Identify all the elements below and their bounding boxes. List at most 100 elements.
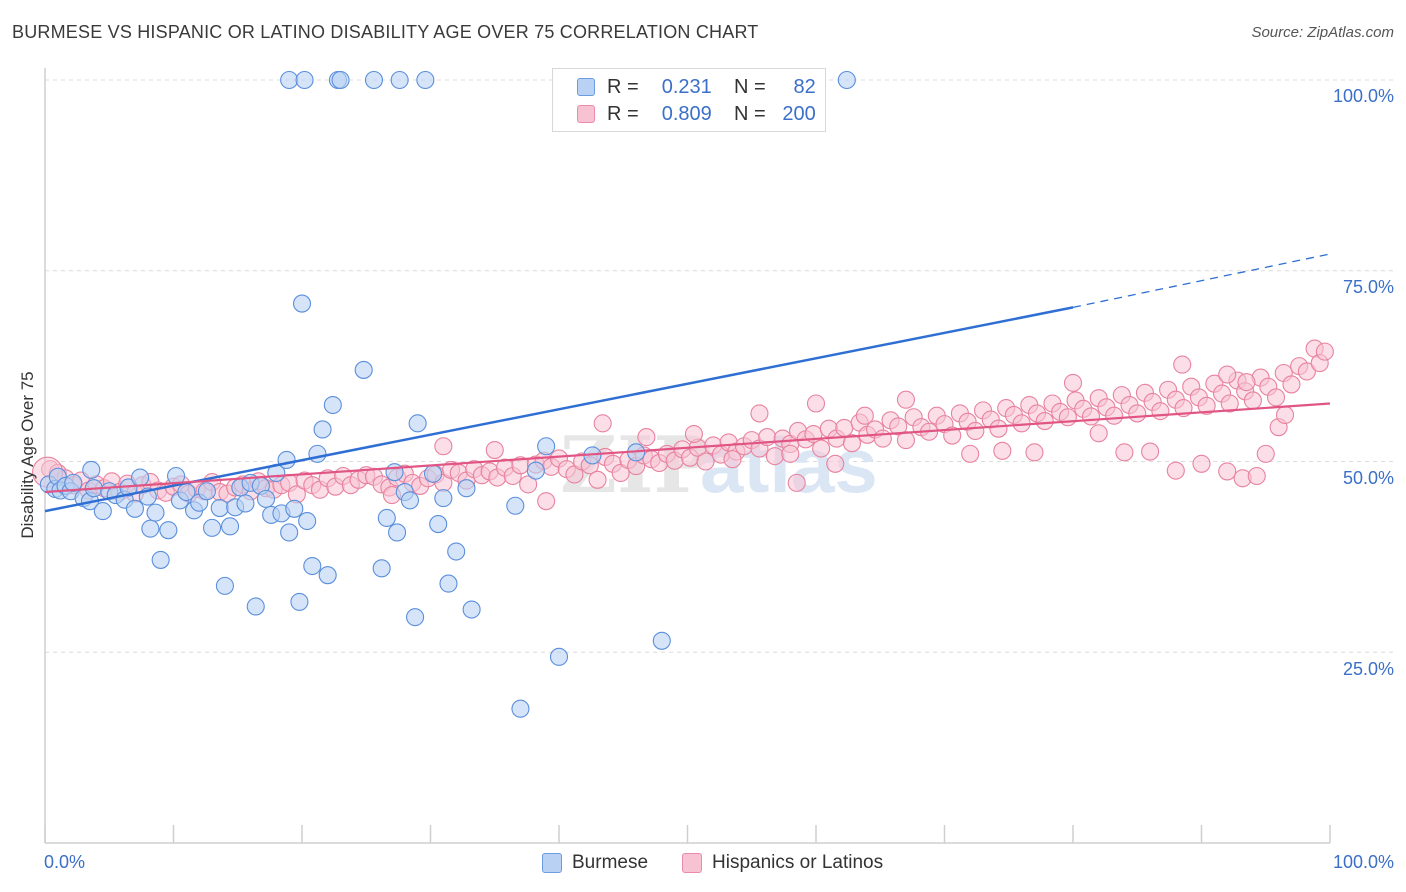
n-value: 82: [793, 75, 816, 98]
data-point-hispanics: [1089, 424, 1108, 443]
trend-line-burmese: [44, 306, 1074, 513]
data-point-burmese: [385, 463, 404, 482]
data-point-burmese: [298, 511, 317, 531]
data-point-hispanics: [1237, 373, 1256, 392]
data-point-burmese: [215, 576, 234, 595]
data-point-burmese: [354, 360, 373, 379]
trend-lines: [44, 253, 1331, 513]
data-point-hispanics: [1256, 444, 1275, 463]
n-label: N =: [734, 102, 766, 125]
data-point-burmese: [159, 521, 178, 540]
chart-title: BURMESE VS HISPANIC OR LATINO DISABILITY…: [12, 22, 759, 42]
data-point-hispanics: [1315, 342, 1334, 361]
data-point-burmese: [377, 508, 396, 528]
data-point-burmese: [457, 479, 476, 498]
data-point-burmese: [400, 491, 419, 510]
data-point-burmese: [506, 496, 525, 515]
data-point-hispanics: [485, 441, 504, 460]
data-point-burmese: [285, 499, 304, 518]
data-point-burmese: [439, 574, 458, 593]
data-point-burmese: [151, 550, 170, 569]
data-point-hispanics: [1243, 391, 1262, 410]
data-point-hispanics: [434, 437, 453, 456]
data-point-burmese: [318, 566, 337, 585]
data-point-burmese: [837, 70, 856, 90]
data-point-burmese: [652, 631, 671, 650]
data-point-hispanics: [1035, 412, 1054, 431]
data-point-burmese: [277, 450, 296, 470]
data-point-burmese: [131, 468, 150, 487]
data-point-hispanics: [806, 394, 826, 413]
data-point-hispanics: [537, 492, 556, 511]
data-point-burmese: [408, 414, 427, 433]
data-point-hispanics: [966, 421, 985, 441]
data-point-hispanics: [1192, 454, 1211, 473]
burmese-swatch: [542, 853, 562, 873]
data-point-burmese: [372, 559, 391, 578]
data-point-hispanics: [1173, 355, 1192, 374]
data-point-hispanics: [1115, 443, 1134, 462]
data-point-burmese: [203, 518, 222, 537]
hispanics-swatch: [682, 853, 703, 873]
data-point-burmese: [210, 498, 229, 518]
data-point-hispanics: [993, 441, 1012, 460]
data-point-burmese: [82, 460, 101, 479]
data-point-burmese: [295, 70, 314, 90]
data-point-hispanics: [723, 450, 742, 469]
series-burmese-points: [39, 70, 856, 718]
data-point-burmese: [323, 395, 342, 415]
data-point-hispanics: [1166, 461, 1185, 480]
trend-line-burmese-extension: [1072, 253, 1331, 309]
data-point-hispanics: [1247, 466, 1266, 486]
data-point-burmese: [424, 464, 443, 483]
data-point-hispanics: [696, 452, 715, 471]
data-point-hispanics: [896, 390, 916, 409]
legend-item-burmese[interactable]: Burmese: [542, 852, 648, 874]
data-point-burmese: [236, 494, 255, 513]
data-point-hispanics: [1220, 394, 1239, 413]
stats-row-hispanics: R = 0.809 N = 200: [577, 101, 816, 127]
axes: [44, 68, 1331, 844]
data-point-hispanics: [1218, 462, 1237, 481]
data-point-hispanics: [1081, 407, 1101, 426]
data-point-hispanics: [684, 424, 703, 444]
legend-item-hispanics[interactable]: Hispanics or Latinos: [682, 852, 883, 874]
data-point-hispanics: [1105, 406, 1124, 425]
stats-row-burmese: R = 0.231 N = 82: [577, 74, 816, 100]
trend-line-hispanics: [44, 402, 1331, 494]
n-value: 200: [782, 102, 816, 125]
data-point-hispanics: [781, 444, 800, 463]
data-point-burmese: [125, 499, 144, 518]
data-point-burmese: [141, 519, 160, 538]
data-point-hispanics: [1141, 442, 1160, 461]
x-tick-100: 100.0%: [1332, 852, 1394, 872]
data-point-burmese: [313, 420, 332, 439]
x-tick-0: 0.0%: [44, 852, 86, 872]
stats-legend: R = 0.231 N = 82 R = 0.809 N = 200: [552, 68, 826, 132]
data-point-burmese: [292, 294, 312, 313]
data-point-hispanics: [787, 473, 806, 492]
data-point-hispanics: [1266, 388, 1286, 407]
gridlines: [45, 79, 1395, 653]
data-point-burmese: [511, 699, 530, 718]
data-point-hispanics: [889, 417, 908, 436]
legend-label-burmese: Burmese: [572, 852, 649, 873]
data-point-burmese: [220, 517, 240, 536]
data-point-burmese: [537, 437, 556, 456]
data-point-hispanics: [588, 470, 607, 489]
data-point-burmese: [93, 502, 112, 521]
data-point-hispanics: [1282, 375, 1301, 394]
data-point-burmese: [64, 473, 83, 492]
data-point-burmese: [434, 489, 453, 508]
data-point-hispanics: [1197, 396, 1216, 415]
data-point-hispanics: [812, 439, 831, 458]
data-point-hispanics: [855, 406, 874, 425]
y-axis-label: Disability Age Over 75: [18, 371, 37, 539]
data-point-hispanics: [637, 428, 656, 447]
data-point-hispanics: [943, 426, 962, 445]
data-point-burmese: [390, 70, 409, 90]
data-point-burmese: [246, 597, 265, 616]
data-point-burmese: [197, 482, 216, 501]
y-tick-100: 100.0%: [1332, 86, 1394, 106]
